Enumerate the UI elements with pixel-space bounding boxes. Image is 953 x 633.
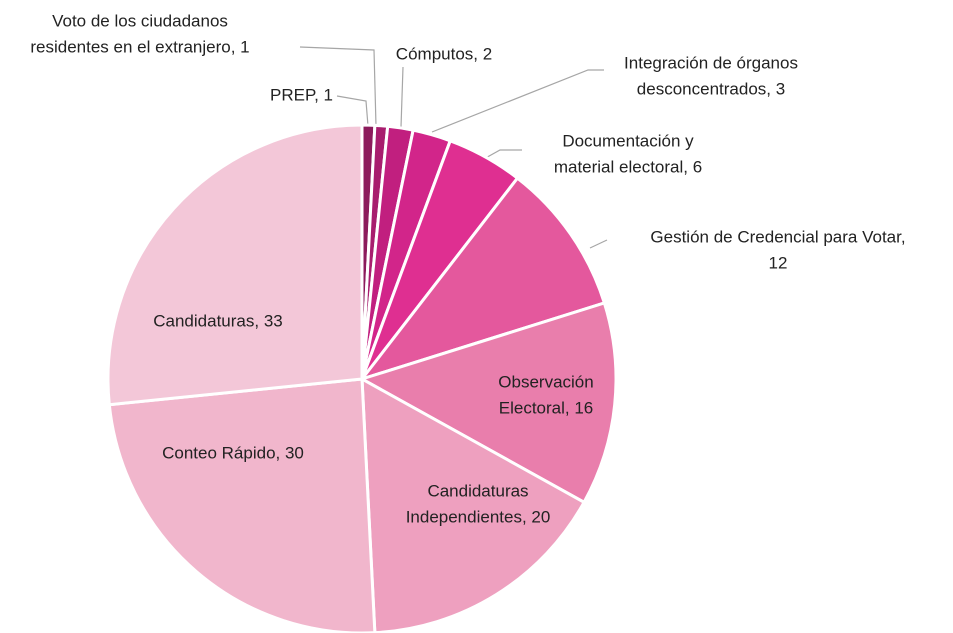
leader-line [481, 149, 522, 161]
data-label: Voto de los ciudadanos [52, 11, 228, 30]
leader-line [336, 95, 369, 127]
pie-slice [107, 377, 377, 633]
pie-slice [358, 301, 618, 505]
leader-line [589, 239, 608, 249]
leader-lines [299, 46, 608, 249]
data-label: desconcentrados, 3 [637, 79, 785, 98]
leader-line [299, 46, 377, 127]
data-label: 12 [769, 253, 788, 272]
data-label: Independientes, 20 [406, 507, 551, 526]
data-label: Integración de órganos [624, 53, 798, 72]
data-label: Cómputos, 2 [396, 44, 492, 63]
data-label: Conteo Rápido, 30 [162, 443, 304, 462]
leader-line [400, 66, 404, 128]
data-label: PREP, 1 [270, 85, 333, 104]
data-label: Candidaturas [427, 481, 528, 500]
data-label: residentes en el extranjero, 1 [30, 37, 249, 56]
data-label: material electoral, 6 [554, 157, 702, 176]
data-label: Observación [498, 372, 593, 391]
leader-line [431, 69, 604, 133]
pie-slice [360, 376, 587, 633]
pie-slice [357, 176, 607, 382]
pie-slice [106, 123, 364, 407]
data-label: Gestión de Credencial para Votar, [650, 227, 905, 246]
data-label: Documentación y [562, 131, 694, 150]
data-label: Candidaturas, 33 [153, 311, 282, 330]
data-label: Electoral, 16 [499, 398, 594, 417]
